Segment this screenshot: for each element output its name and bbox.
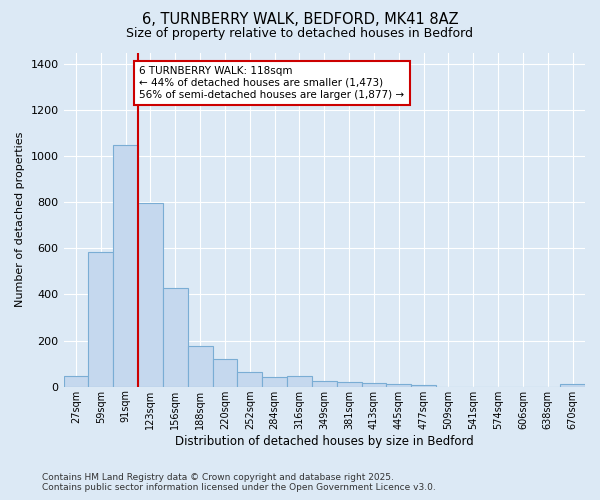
Bar	[113, 144, 138, 386]
Bar	[212, 359, 238, 386]
Bar	[362, 383, 386, 386]
Y-axis label: Number of detached properties: Number of detached properties	[15, 132, 25, 308]
Bar	[88, 252, 113, 386]
Text: 6, TURNBERRY WALK, BEDFORD, MK41 8AZ: 6, TURNBERRY WALK, BEDFORD, MK41 8AZ	[142, 12, 458, 28]
Text: 6 TURNBERRY WALK: 118sqm
← 44% of detached houses are smaller (1,473)
56% of sem: 6 TURNBERRY WALK: 118sqm ← 44% of detach…	[139, 66, 404, 100]
Bar	[64, 376, 88, 386]
Text: Size of property relative to detached houses in Bedford: Size of property relative to detached ho…	[127, 28, 473, 40]
Bar	[188, 346, 212, 387]
X-axis label: Distribution of detached houses by size in Bedford: Distribution of detached houses by size …	[175, 434, 473, 448]
Bar	[560, 384, 585, 386]
Bar	[262, 378, 287, 386]
Text: Contains HM Land Registry data © Crown copyright and database right 2025.
Contai: Contains HM Land Registry data © Crown c…	[42, 473, 436, 492]
Bar	[238, 372, 262, 386]
Bar	[386, 384, 411, 386]
Bar	[337, 382, 362, 386]
Bar	[411, 385, 436, 386]
Bar	[287, 376, 312, 386]
Bar	[163, 288, 188, 386]
Bar	[312, 381, 337, 386]
Bar	[138, 204, 163, 386]
